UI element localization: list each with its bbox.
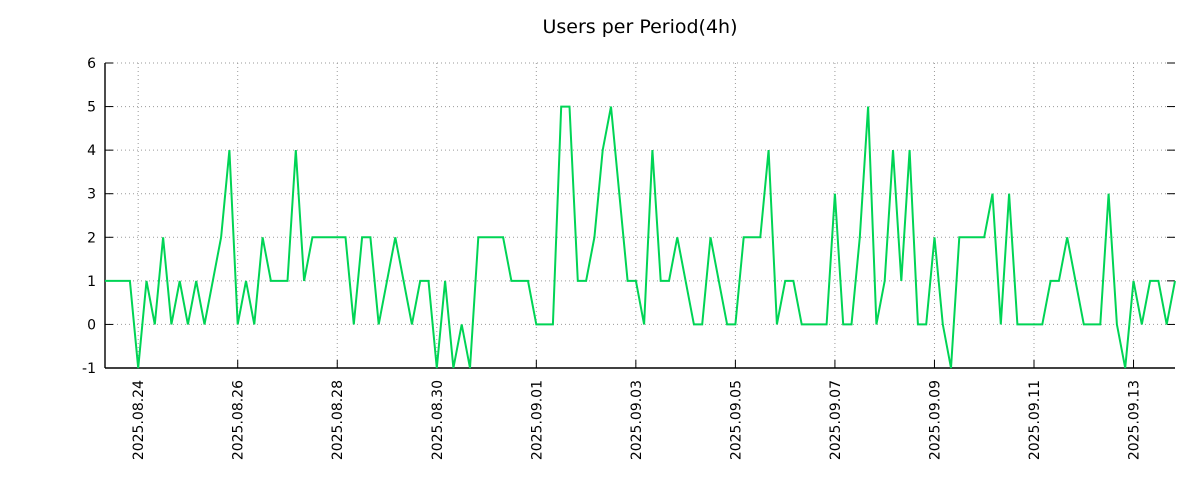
svg-text:-1: -1 bbox=[82, 361, 96, 377]
svg-text:2025.09.13: 2025.09.13 bbox=[1127, 380, 1143, 460]
svg-text:2025.08.30: 2025.08.30 bbox=[430, 380, 446, 460]
svg-text:2: 2 bbox=[87, 230, 96, 246]
svg-text:2025.09.11: 2025.09.11 bbox=[1027, 380, 1043, 460]
svg-text:2025.08.26: 2025.08.26 bbox=[231, 380, 247, 460]
chart-title: Users per Period(4h) bbox=[542, 16, 738, 38]
svg-text:4: 4 bbox=[87, 143, 96, 159]
svg-text:2025.09.09: 2025.09.09 bbox=[928, 380, 944, 460]
svg-text:2025.09.01: 2025.09.01 bbox=[529, 380, 545, 460]
svg-text:2025.09.03: 2025.09.03 bbox=[629, 380, 645, 460]
svg-text:2025.09.05: 2025.09.05 bbox=[728, 380, 744, 460]
svg-text:1: 1 bbox=[87, 274, 96, 290]
svg-text:6: 6 bbox=[87, 56, 96, 72]
svg-text:3: 3 bbox=[87, 187, 96, 203]
svg-text:5: 5 bbox=[87, 100, 96, 116]
svg-text:2025.09.07: 2025.09.07 bbox=[828, 380, 844, 460]
svg-text:2025.08.24: 2025.08.24 bbox=[131, 380, 147, 460]
svg-text:2025.08.28: 2025.08.28 bbox=[330, 380, 346, 460]
svg-text:0: 0 bbox=[87, 317, 96, 333]
